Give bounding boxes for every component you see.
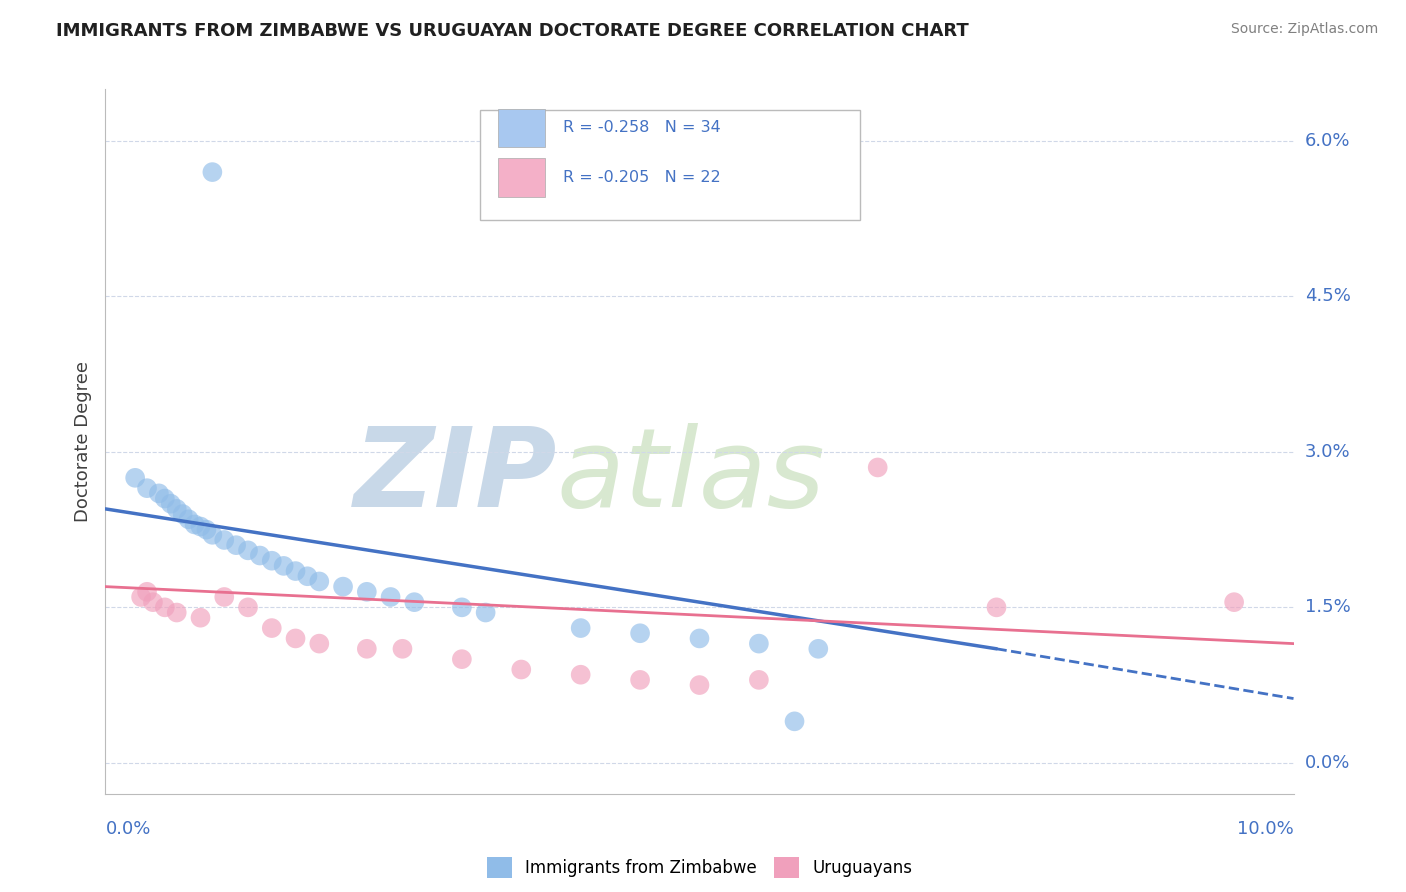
Text: 1.5%: 1.5% [1305, 599, 1350, 616]
Point [260, 621, 283, 635]
Text: R = -0.258   N = 34: R = -0.258 N = 34 [562, 120, 721, 136]
Point [628, 626, 651, 640]
Text: 0.0%: 0.0% [105, 820, 150, 838]
Point [450, 600, 472, 615]
Point [195, 523, 218, 537]
Point [748, 673, 770, 687]
Point [166, 606, 188, 620]
Point [177, 512, 200, 526]
Point [332, 580, 354, 594]
Bar [498, 109, 546, 147]
Point [783, 714, 806, 729]
Point [474, 606, 496, 620]
Point [124, 471, 146, 485]
Point [356, 584, 378, 599]
Bar [479, 111, 860, 219]
Text: IMMIGRANTS FROM ZIMBABWE VS URUGUAYAN DOCTORATE DEGREE CORRELATION CHART: IMMIGRANTS FROM ZIMBABWE VS URUGUAYAN DO… [56, 22, 969, 40]
Point [356, 641, 378, 656]
Point [190, 610, 212, 624]
Y-axis label: Doctorate Degree: Doctorate Degree [73, 361, 91, 522]
Text: 10.0%: 10.0% [1237, 820, 1294, 838]
Point [450, 652, 472, 666]
Point [689, 678, 711, 692]
Point [214, 590, 236, 604]
Point [628, 673, 651, 687]
Point [142, 595, 165, 609]
Point [236, 600, 259, 615]
Point [284, 564, 307, 578]
Point [249, 549, 271, 563]
Text: Source: ZipAtlas.com: Source: ZipAtlas.com [1230, 22, 1378, 37]
Point [380, 590, 402, 604]
Point [866, 460, 889, 475]
Point [748, 637, 770, 651]
Point [807, 641, 830, 656]
Point [284, 632, 307, 646]
Point [689, 632, 711, 646]
Point [148, 486, 170, 500]
Point [260, 554, 283, 568]
Point [214, 533, 236, 547]
Point [404, 595, 426, 609]
Point [172, 507, 194, 521]
Point [297, 569, 319, 583]
Point [159, 497, 181, 511]
Text: 4.5%: 4.5% [1305, 287, 1351, 305]
Point [236, 543, 259, 558]
Bar [498, 158, 546, 196]
Text: atlas: atlas [557, 424, 825, 530]
Point [308, 574, 330, 589]
Point [308, 637, 330, 651]
Point [136, 481, 159, 495]
Text: R = -0.205   N = 22: R = -0.205 N = 22 [562, 169, 721, 185]
Point [153, 600, 176, 615]
Point [190, 519, 212, 533]
Text: ZIP: ZIP [353, 424, 557, 530]
Text: 3.0%: 3.0% [1305, 443, 1350, 461]
Point [166, 502, 188, 516]
Point [510, 663, 533, 677]
Point [1223, 595, 1246, 609]
Point [136, 584, 159, 599]
Point [391, 641, 413, 656]
Point [273, 558, 295, 573]
Point [183, 517, 205, 532]
Point [153, 491, 176, 506]
Point [129, 590, 152, 604]
Point [201, 165, 224, 179]
Point [569, 621, 592, 635]
Point [986, 600, 1008, 615]
Text: 0.0%: 0.0% [1305, 754, 1350, 772]
Legend: Immigrants from Zimbabwe, Uruguayans: Immigrants from Zimbabwe, Uruguayans [481, 851, 918, 884]
Point [569, 667, 592, 681]
Point [201, 528, 224, 542]
Point [225, 538, 247, 552]
Text: 6.0%: 6.0% [1305, 132, 1350, 150]
